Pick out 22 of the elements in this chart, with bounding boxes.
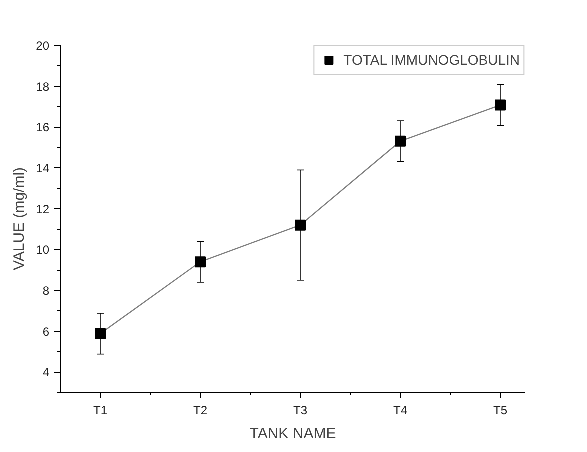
y-tick-label: 8 xyxy=(42,284,50,298)
point xyxy=(95,328,106,340)
y-tick-label: 6 xyxy=(42,324,50,339)
point xyxy=(395,136,406,147)
point xyxy=(195,256,206,268)
y-tick-label: 12 xyxy=(36,202,50,216)
y-tick-label: 10 xyxy=(36,243,50,258)
x-tick-label: T3 xyxy=(294,404,308,418)
x-tick-label: T1 xyxy=(94,404,108,418)
y-tick-label: 16 xyxy=(36,120,50,135)
x-tick-label: T2 xyxy=(194,404,208,418)
y-tick-label: 14 xyxy=(36,161,50,176)
y-axis-title: VALUE (mg/ml) xyxy=(11,167,28,271)
x-tick-label: T4 xyxy=(394,404,408,418)
legend-label: TOTAL IMMUNOGLOBULIN xyxy=(344,52,520,68)
y-tick-label: 4 xyxy=(42,366,50,380)
point xyxy=(295,220,306,231)
y-tick-label: 18 xyxy=(36,80,50,94)
x-tick-label: T5 xyxy=(494,404,508,418)
x-axis-title: TANK NAME xyxy=(250,426,336,442)
point xyxy=(495,100,506,111)
y-tick-label: 20 xyxy=(36,39,50,53)
